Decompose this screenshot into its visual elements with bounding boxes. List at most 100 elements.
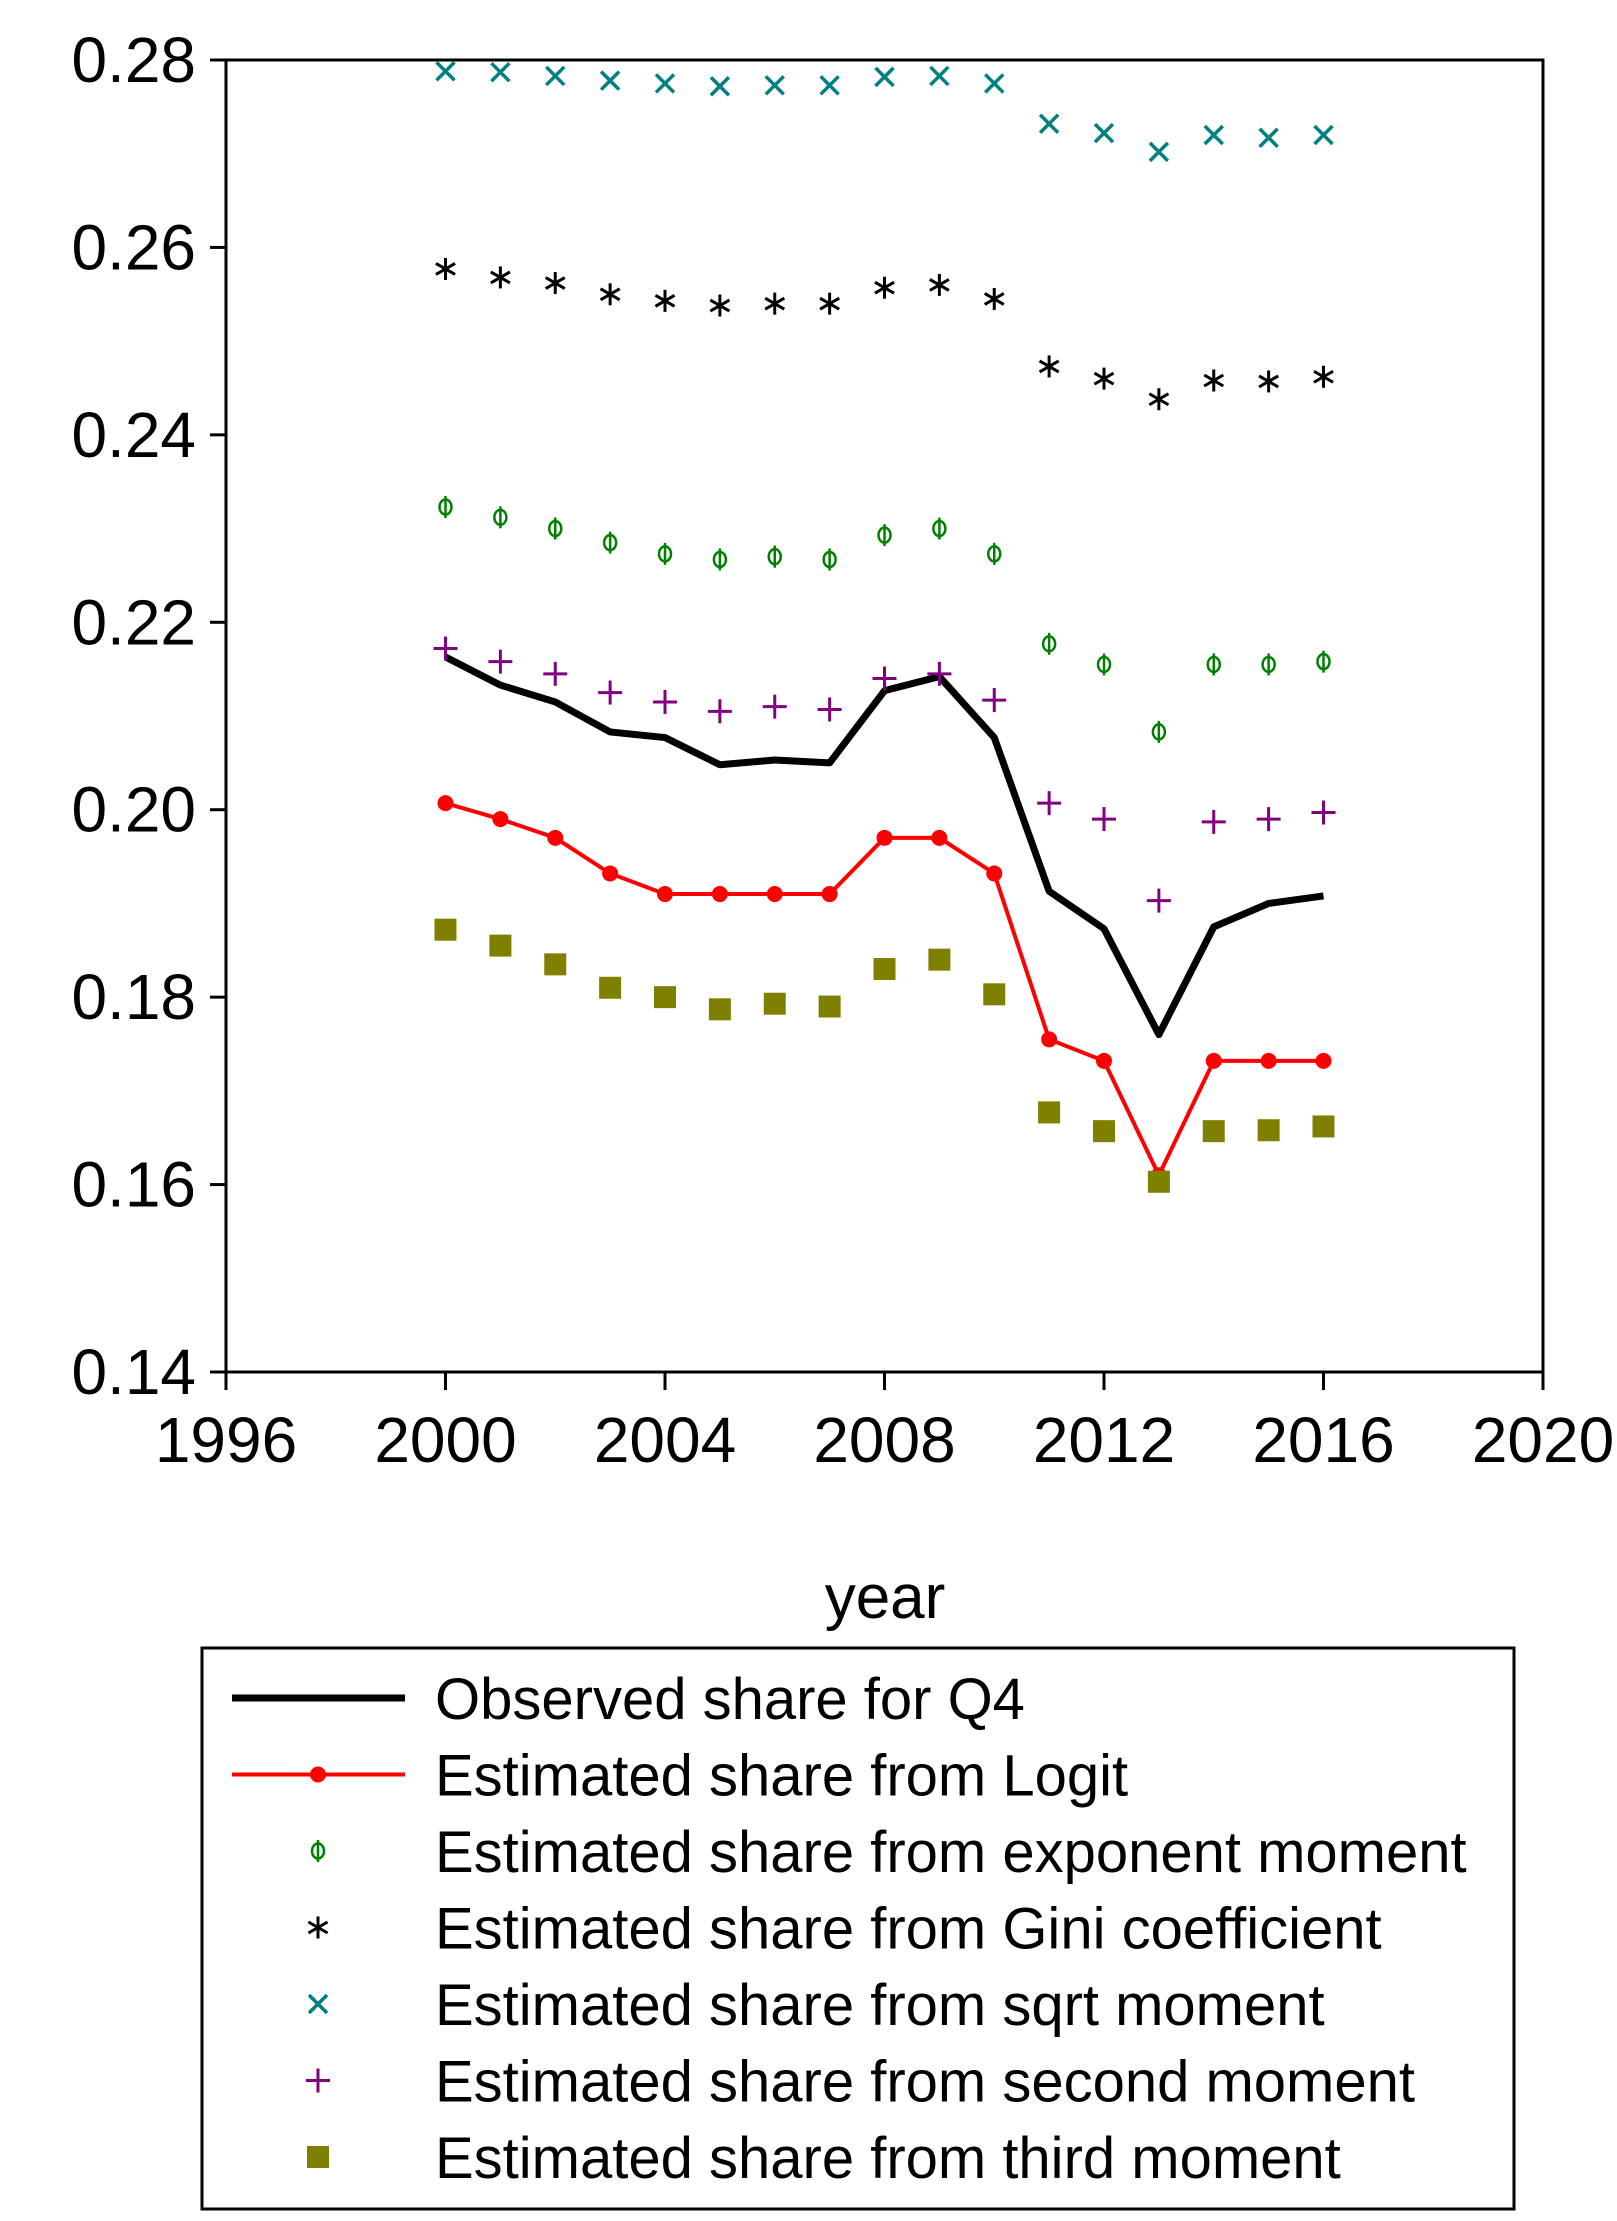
data-point [489,934,512,957]
data-point [438,496,453,519]
data-point [763,992,786,1015]
x-tick-label: 2004 [594,1404,736,1476]
data-point [1038,355,1060,378]
data-point [1037,791,1062,816]
series-6 [434,918,1335,1193]
data-point [872,666,897,691]
data-point [874,66,895,88]
legend-swatch [307,1993,329,2015]
data-point [1258,370,1279,393]
plot-frame [224,58,1545,1374]
data-point [307,2146,329,2168]
series-layer [433,61,1336,1193]
data-point [435,61,456,82]
data-point [1038,113,1060,134]
series-1 [437,795,1332,1184]
data-point [1205,1052,1222,1069]
data-point [306,2068,330,2093]
legend-label: Estimated share from Gini coefficient [435,1897,1382,1962]
data-point [983,287,1005,310]
data-point [1093,1120,1115,1143]
legend-swatch [306,2068,330,2093]
data-point [1313,124,1334,146]
data-point [490,61,511,83]
legend-label: Observed share for Q4 [435,1667,1025,1732]
data-point [307,1916,329,1939]
data-point [1203,369,1225,392]
data-point [1256,807,1281,832]
x-axis-title: year [825,1563,946,1632]
data-point [708,998,731,1021]
legend-item: Estimated share from second moment [306,2050,1415,2115]
data-point [1092,807,1116,832]
legend-label: Estimated share from exponent moment [435,1820,1467,1885]
data-point [711,886,728,903]
data-point [310,1840,326,1862]
data-point [1313,365,1334,388]
legend-item: Observed share for Q4 [232,1667,1025,1732]
series-2 [438,496,1331,743]
data-point [709,294,731,317]
legend-label: Estimated share from third moment [435,2126,1341,2191]
legend-swatch [310,1840,326,1862]
legend-label: Estimated share from second moment [435,2050,1415,2115]
data-point [764,292,786,315]
legend-swatch [307,2146,329,2168]
data-point [877,524,892,547]
data-point [818,995,841,1018]
data-point [1257,1119,1280,1142]
data-point [657,886,673,903]
data-point [1203,124,1224,146]
data-point [927,661,952,686]
data-point [602,865,619,882]
legend-box [200,1646,1516,2211]
data-point [822,548,837,571]
data-point [767,545,782,568]
legend-item: Estimated share from sqrt moment [307,1973,1325,2038]
legend-item: Estimated share from exponent moment [310,1820,1467,1885]
data-point [1147,1170,1170,1193]
data-point [599,976,622,999]
data-point [876,829,893,846]
data-point [654,986,676,1009]
y-tick-label: 0.24 [71,399,196,471]
data-point [764,75,785,96]
data-point [819,292,840,315]
x-tick-label: 1996 [155,1404,297,1476]
data-point [1041,632,1057,655]
data-point [654,289,676,312]
y-tick-label: 0.18 [71,961,196,1033]
data-point [544,953,567,976]
data-point [433,636,458,661]
data-point [1315,1052,1332,1069]
x-tick-label: 2008 [813,1404,955,1476]
data-point [1038,1101,1061,1124]
data-point [929,65,950,87]
data-point [929,273,950,296]
data-point [1041,1031,1058,1048]
data-point [1146,888,1171,913]
data-point [928,948,951,971]
data-point [1201,809,1226,834]
legend: Observed share for Q4 Estimated share fro… [232,1667,1467,2191]
series-line [444,801,1324,1178]
data-point [1096,1052,1112,1069]
data-point [1093,122,1115,144]
data-point [599,70,621,91]
data-point [307,1993,329,2015]
data-point [1311,800,1336,825]
data-point [1148,141,1170,163]
data-point [873,958,896,981]
y-tick-label: 0.16 [71,1149,196,1221]
data-point [983,983,1006,1006]
data-point [1093,367,1115,390]
series-5 [433,636,1336,913]
data-point [1316,650,1331,673]
data-point [1206,653,1221,676]
data-point [657,542,673,565]
data-point [986,865,1003,882]
data-point [598,680,623,705]
data-point [1151,720,1167,743]
legend-swatch-dot [310,1766,326,1783]
